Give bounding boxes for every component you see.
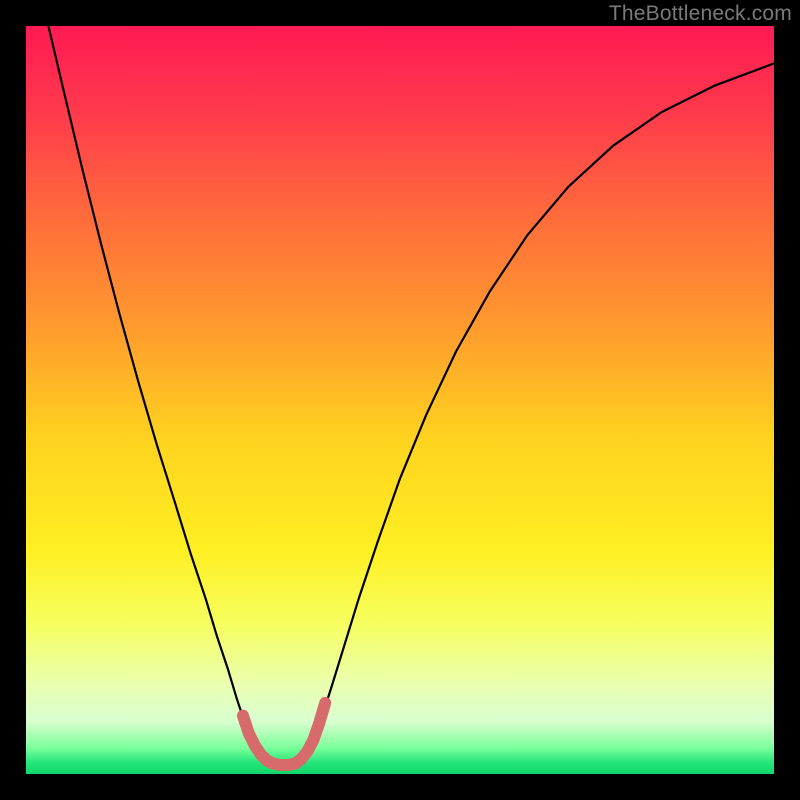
watermark-text: TheBottleneck.com: [609, 2, 792, 26]
bottleneck-chart: [0, 0, 800, 800]
outer-frame: TheBottleneck.com: [0, 0, 800, 800]
